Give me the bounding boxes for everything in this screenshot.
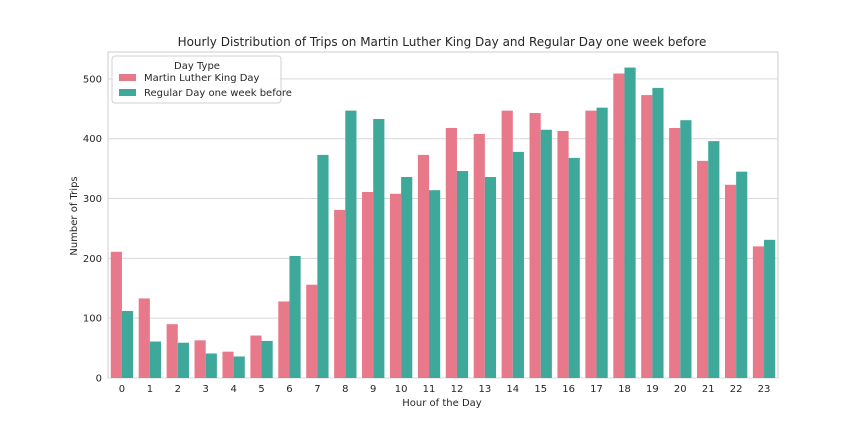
x-tick-labels: 0 1 2 3 4 5 6 7 8 9 10 11 12 13 14 15 16 17 18 19 20 21 22 23 (119, 384, 771, 395)
bar-mlk-day (473, 133, 485, 378)
bar-mlk-day (362, 191, 374, 378)
bar-regular-day (233, 356, 245, 378)
bar-regular-day (484, 177, 497, 378)
y-axis-label: Number of Trips (69, 176, 80, 255)
bar-regular-day (624, 67, 636, 378)
x-tick-label: 6 (286, 384, 292, 395)
bar-mlk-day (501, 110, 513, 379)
bar-regular-day (568, 157, 580, 378)
bar-regular-day (764, 239, 776, 378)
x-tick-label: 0 (119, 384, 125, 395)
bar-mlk-day (641, 95, 653, 379)
bar-mlk-day (752, 246, 765, 378)
bar-regular-day (317, 154, 329, 378)
bar-regular-day (261, 340, 273, 378)
y-tick-label: 0 (96, 374, 102, 385)
bar-mlk-day (557, 130, 569, 378)
bar-mlk-day (334, 209, 346, 378)
x-tick-label: 13 (479, 384, 492, 395)
x-tick-label: 9 (370, 384, 376, 395)
bar-regular-day (652, 87, 664, 379)
x-tick-label: 20 (674, 384, 687, 395)
bar-regular-day (149, 341, 162, 378)
legend: Day Type Martin Luther King Day Regular … (111, 55, 292, 104)
x-tick-label: 4 (230, 384, 236, 395)
bar-mlk-day (250, 335, 262, 378)
bar-regular-day (736, 171, 748, 378)
y-tick-label: 200 (83, 254, 102, 265)
x-tick-label: 17 (590, 384, 603, 395)
bar-mlk-day (529, 113, 541, 378)
bar-regular-day (708, 141, 720, 378)
legend-swatch-mlk (119, 74, 136, 81)
bar-regular-day (540, 129, 552, 378)
x-tick-label: 14 (506, 384, 519, 395)
bar-regular-day (680, 120, 692, 378)
bar-mlk-day (166, 324, 178, 378)
x-tick-label: 19 (646, 384, 659, 395)
bar-regular-day (429, 190, 441, 378)
bar-regular-day (121, 311, 134, 378)
y-tick-label: 400 (83, 134, 102, 145)
plot-area (107, 51, 779, 379)
x-tick-label: 22 (730, 384, 743, 395)
bar-mlk-day (278, 301, 290, 378)
y-tick-label: 500 (83, 74, 102, 85)
bar-mlk-day (669, 127, 681, 378)
bar-mlk-day (194, 340, 206, 378)
bar-regular-day (456, 171, 469, 378)
bar-regular-day (289, 255, 301, 378)
x-tick-label: 15 (534, 384, 547, 395)
x-tick-label: 21 (702, 384, 715, 395)
bar-regular-day (205, 353, 217, 378)
y-tick-labels: 0 100 200 300 400 500 (83, 74, 102, 384)
bar-mlk-day (613, 73, 625, 379)
bar-regular-day (596, 107, 608, 378)
x-tick-label: 18 (618, 384, 631, 395)
bars (110, 67, 776, 379)
bar-regular-day (177, 342, 189, 378)
bar-mlk-day (697, 160, 709, 378)
bar-mlk-day (445, 127, 457, 378)
bar-mlk-day (138, 298, 150, 378)
x-tick-label: 5 (258, 384, 264, 395)
bar-mlk-day (724, 184, 737, 378)
bar-mlk-day (389, 193, 402, 378)
chart-title: Hourly Distribution of Trips on Martin L… (178, 35, 707, 49)
bar-regular-day (512, 151, 524, 378)
bar-regular-day (373, 118, 385, 378)
legend-label-regular: Regular Day one week before (144, 88, 292, 99)
x-tick-label: 11 (423, 384, 436, 395)
x-tick-label: 12 (451, 384, 464, 395)
x-tick-label: 23 (758, 384, 771, 395)
bar-mlk-day (306, 284, 318, 378)
bar-regular-day (345, 110, 357, 379)
x-tick-label: 10 (395, 384, 408, 395)
x-tick-label: 2 (175, 384, 181, 395)
y-tick-label: 300 (83, 194, 102, 205)
x-tick-label: 3 (203, 384, 209, 395)
x-tick-label: 7 (314, 384, 320, 395)
x-tick-label: 8 (342, 384, 348, 395)
bar-mlk-day (417, 154, 430, 378)
legend-label-mlk: Martin Luther King Day (144, 73, 260, 84)
x-axis-label: Hour of the Day (402, 398, 482, 409)
bar-mlk-day (585, 110, 597, 379)
x-tick-label: 16 (562, 384, 575, 395)
bar-mlk-day (110, 251, 122, 378)
bar-regular-day (401, 177, 413, 378)
y-tick-label: 100 (83, 314, 102, 325)
bar-mlk-day (222, 351, 234, 378)
legend-swatch-regular (119, 89, 136, 96)
legend-box (111, 55, 282, 104)
legend-title: Day Type (174, 61, 220, 72)
x-tick-label: 1 (147, 384, 153, 395)
grid-lines (108, 78, 778, 379)
